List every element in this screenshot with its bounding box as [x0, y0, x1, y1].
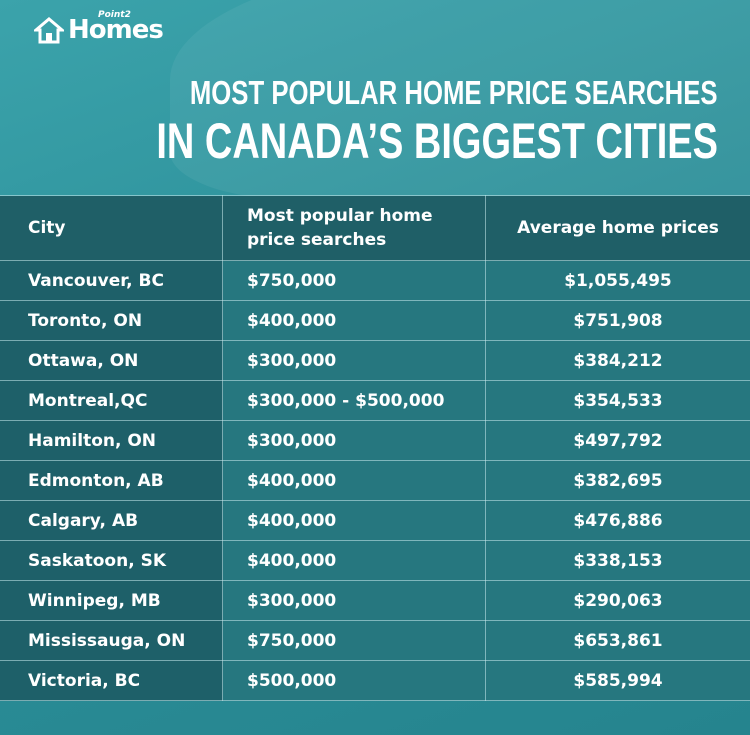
title-line: IN CANADA’S BIGGEST CITIES [156, 113, 718, 169]
table-cell: $354,533 [485, 380, 750, 421]
table-cell: $1,055,495 [485, 260, 750, 301]
table-cell: $751,908 [485, 300, 750, 341]
table-cell: Toronto, ON [0, 300, 223, 341]
title-line: MOST POPULAR HOME PRICE SEARCHES [190, 74, 718, 111]
logo-big: Homes [68, 15, 164, 45]
table-cell: $300,000 [222, 580, 486, 621]
table-row: Calgary, AB $400,000 $476,886 [0, 500, 750, 541]
table-cell: $750,000 [222, 620, 486, 661]
column-header: Most popular home price searches [222, 195, 486, 261]
table-cell: $384,212 [485, 340, 750, 381]
column-header: City [0, 195, 223, 261]
table-cell: Calgary, AB [0, 500, 223, 541]
logo-small: Point2 [98, 10, 131, 20]
table-row: Vancouver, BC $750,000 $1,055,495 [0, 260, 750, 301]
table-cell: $750,000 [222, 260, 486, 301]
table-cell: $300,000 [222, 420, 486, 461]
table-cell: $338,153 [485, 540, 750, 581]
price-table: City Most popular home price searches Aver… [0, 195, 750, 701]
table-cell: $500,000 [222, 660, 486, 701]
table-cell: $585,994 [485, 660, 750, 701]
table-cell: Edmonton, AB [0, 460, 223, 501]
table-cell: $300,000 [222, 340, 486, 381]
table-cell: $300,000 - $500,000 [222, 380, 486, 421]
table-cell: Winnipeg, MB [0, 580, 223, 621]
table-cell: Hamilton, ON [0, 420, 223, 461]
header-row: City Most popular home price searches Aver… [0, 195, 750, 261]
table-row: Edmonton, AB $400,000 $382,695 [0, 460, 750, 501]
table-row: Ottawa, ON $300,000 $384,212 [0, 340, 750, 381]
table-cell: Victoria, BC [0, 660, 223, 701]
logo: Point2 Homes [34, 10, 164, 45]
table-cell: Saskatoon, SK [0, 540, 223, 581]
table-cell: Montreal,QC [0, 380, 223, 421]
table-cell: $400,000 [222, 500, 486, 541]
table-cell: $653,861 [485, 620, 750, 661]
table-body: Vancouver, BC $750,000 $1,055,495 Toronto, … [0, 260, 750, 701]
table-cell: $290,063 [485, 580, 750, 621]
table-cell: Mississauga, ON [0, 620, 223, 661]
table-cell: $400,000 [222, 540, 486, 581]
table-row: Winnipeg, MB $300,000 $290,063 [0, 580, 750, 621]
table-cell: Vancouver, BC [0, 260, 223, 301]
table-row: Victoria, BC $500,000 $585,994 [0, 660, 750, 701]
map-background [170, 0, 750, 200]
logo-icon [34, 17, 64, 44]
table-row: Montreal,QC $300,000 - $500,000 $354,533 [0, 380, 750, 421]
table-cell: $497,792 [485, 420, 750, 461]
table-cell: $382,695 [485, 460, 750, 501]
table-row: Toronto, ON $400,000 $751,908 [0, 300, 750, 341]
table-row: Hamilton, ON $300,000 $497,792 [0, 420, 750, 461]
table-row: Mississauga, ON $750,000 $653,861 [0, 620, 750, 661]
table-cell: $476,886 [485, 500, 750, 541]
table-cell: $400,000 [222, 460, 486, 501]
table-cell: $400,000 [222, 300, 486, 341]
column-header: Average home prices [485, 195, 750, 261]
table-row: Saskatoon, SK $400,000 $338,153 [0, 540, 750, 581]
table-cell: Ottawa, ON [0, 340, 223, 381]
